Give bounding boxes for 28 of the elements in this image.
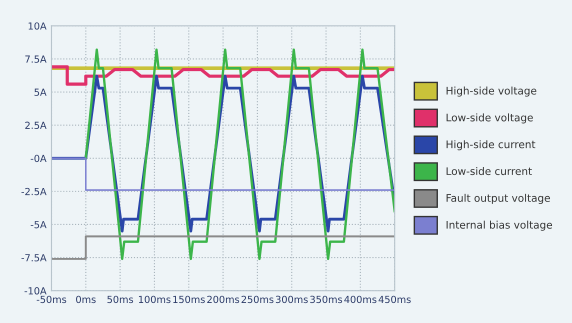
x-tick-label: 300ms: [276, 296, 308, 304]
x-tick-label: 50ms: [107, 296, 134, 304]
x-tick-label: 350ms: [310, 296, 342, 304]
y-tick-label: -0A: [30, 154, 47, 162]
legend-label: Low-side voltage: [446, 113, 533, 124]
x-tick-label: 200ms: [207, 296, 240, 304]
x-tick-label: 100ms: [138, 296, 171, 304]
y-tick-label: -2.5A: [21, 188, 47, 196]
legend-label: Fault output voltage: [446, 194, 550, 204]
y-tick-label: -5A: [30, 221, 47, 228]
y-tick-label: 2.5A: [25, 122, 47, 129]
x-tick-label: -50ms: [36, 296, 66, 304]
y-tick-label: -10A: [24, 287, 47, 295]
y-tick-label: 10A: [28, 22, 47, 30]
x-tick-label: 250ms: [242, 296, 274, 304]
y-tick-label: -7.5A: [21, 254, 47, 262]
y-tick-label: 5A: [34, 88, 47, 96]
y-tick-label: 7.5A: [25, 56, 47, 63]
legend-label: Internal bias voltage: [446, 220, 552, 231]
legend-label: High-side current: [446, 140, 536, 150]
legend-label: Low-side current: [446, 167, 532, 176]
x-tick-label: 450ms: [378, 296, 411, 304]
x-tick-label: 0ms: [76, 296, 96, 304]
line-series: [84, 48, 395, 260]
line-series: [51, 65, 395, 86]
x-tick-label: 150ms: [173, 296, 205, 304]
legend-label: High-side voltage: [446, 86, 536, 97]
x-tick-label: 400ms: [344, 296, 376, 304]
